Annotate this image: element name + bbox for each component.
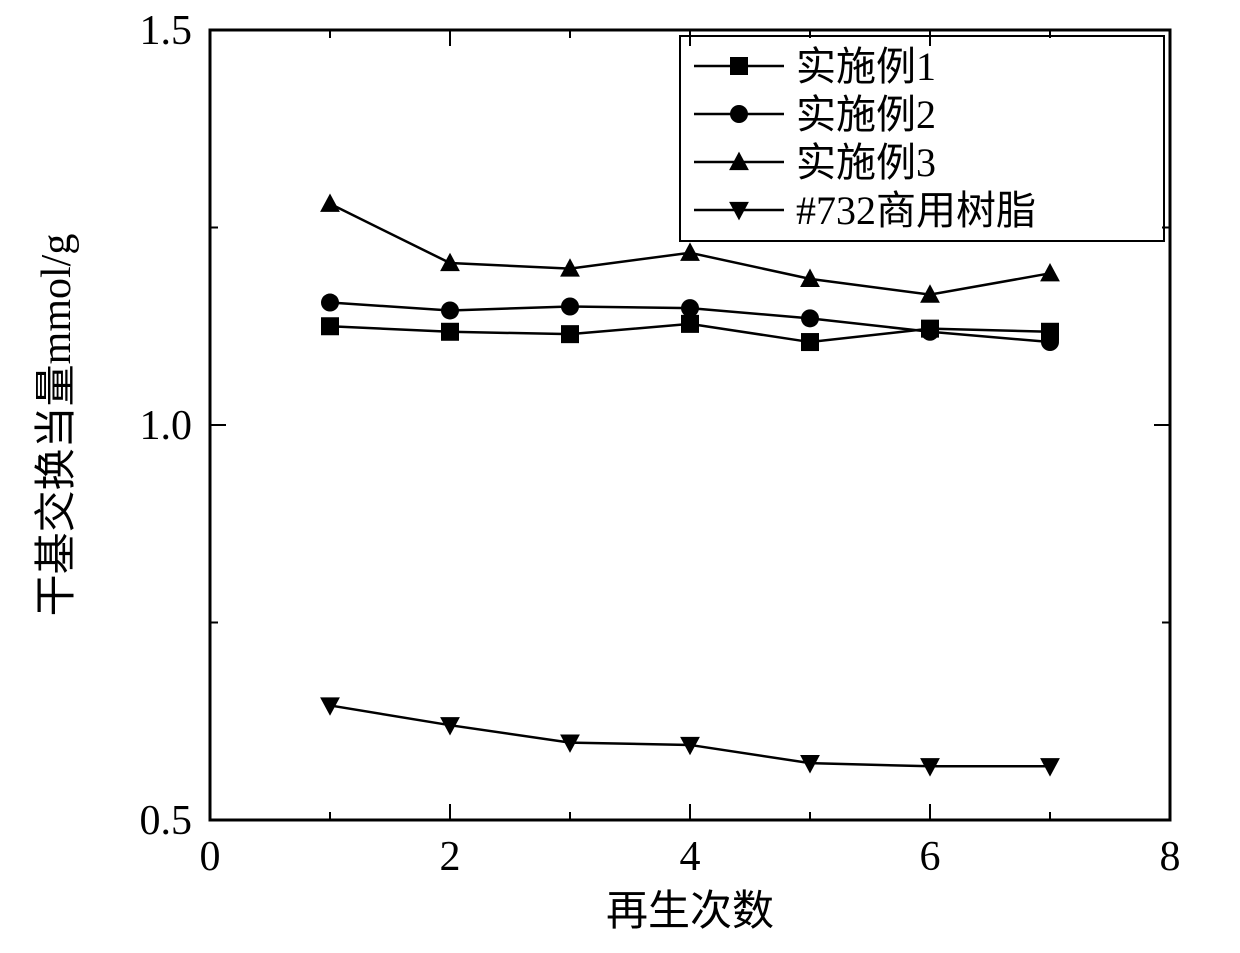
y-tick-label: 1.5	[140, 8, 193, 54]
y-axis-label: 干基交换当量mmol/g	[33, 234, 80, 617]
legend-label: 实施例1	[796, 44, 936, 89]
legend-label: #732商用树脂	[796, 188, 1036, 233]
marker-square	[730, 57, 748, 75]
marker-triangle-up	[440, 253, 460, 271]
x-tick-label: 0	[200, 834, 221, 880]
line-chart: 0 2 4 6 8 0.5 1.0 1.5 再生次数 干基交换当量mmol/g 实施例1实施例2实施…	[0, 0, 1240, 953]
marker-circle	[321, 294, 339, 312]
marker-circle	[730, 105, 748, 123]
x-tick-label: 2	[440, 834, 461, 880]
chart-container: 0 2 4 6 8 0.5 1.0 1.5 再生次数 干基交换当量mmol/g 实施例1实施例2实施…	[0, 0, 1240, 953]
marker-circle	[1041, 333, 1059, 351]
marker-triangle-up	[680, 242, 700, 260]
marker-square	[681, 315, 699, 333]
x-axis-label: 再生次数	[606, 889, 774, 935]
y-tick-label: 0.5	[140, 798, 193, 844]
x-tick-label: 6	[920, 834, 941, 880]
marker-square	[321, 317, 339, 335]
series-line-3	[330, 705, 1050, 766]
marker-triangle-up	[1040, 263, 1060, 281]
marker-circle	[921, 323, 939, 341]
x-tick-label: 4	[680, 834, 701, 880]
marker-circle	[801, 309, 819, 327]
y-tick-label: 1.0	[140, 403, 193, 449]
marker-square	[561, 325, 579, 343]
legend-label: 实施例3	[796, 140, 936, 185]
marker-square	[441, 323, 459, 341]
series-3	[320, 697, 1060, 776]
marker-triangle-up	[320, 193, 340, 211]
y-axis-label-group: 干基交换当量mmol/g	[33, 234, 80, 617]
legend-label: 实施例2	[796, 92, 936, 137]
marker-circle	[561, 298, 579, 316]
plot-border	[210, 30, 1170, 820]
x-tick-label: 8	[1160, 834, 1181, 880]
marker-square	[801, 333, 819, 351]
marker-circle	[681, 299, 699, 317]
marker-circle	[441, 301, 459, 319]
